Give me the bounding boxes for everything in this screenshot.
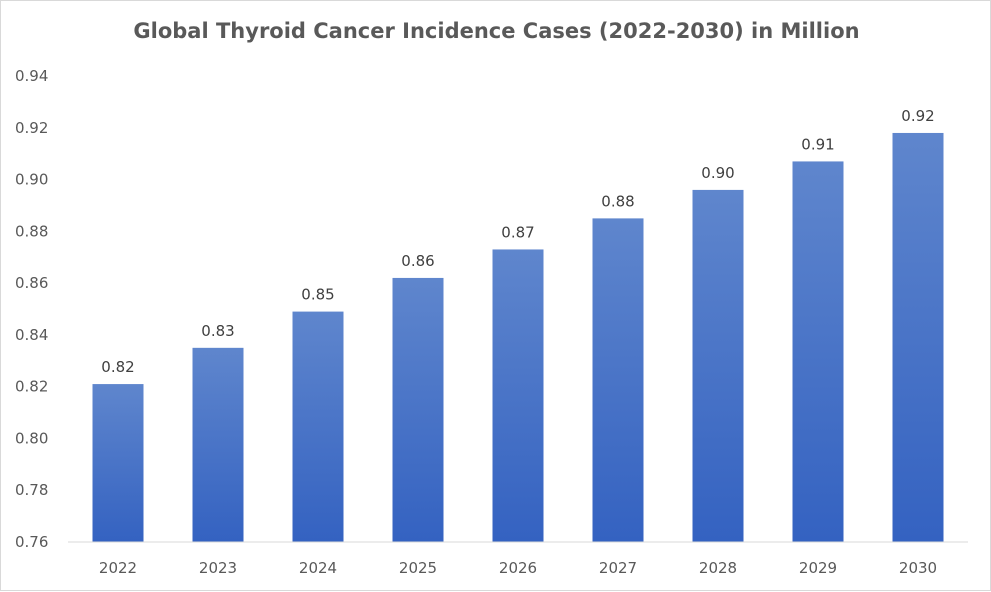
y-tick-label: 0.92 — [15, 119, 48, 137]
data-label-2025: 0.86 — [401, 252, 434, 270]
x-tick-label-2024: 2024 — [299, 559, 337, 577]
y-axis-labels: 0.76 0.78 0.80 0.82 0.84 0.86 0.88 0.90 0.92 0.94 — [15, 67, 48, 551]
bar-2028 — [692, 189, 744, 542]
data-label-2030: 0.92 — [901, 107, 934, 125]
data-label-2022: 0.82 — [101, 358, 134, 376]
y-tick-label: 0.76 — [15, 533, 48, 551]
x-tick-label-2030: 2030 — [899, 559, 937, 577]
bar-2023 — [192, 347, 244, 542]
y-tick-label: 0.84 — [15, 326, 48, 344]
x-tick-label-2028: 2028 — [699, 559, 737, 577]
y-tick-label: 0.94 — [15, 67, 48, 85]
data-label-2029: 0.91 — [801, 135, 834, 153]
y-tick-label: 0.80 — [15, 429, 48, 447]
x-tick-label-2025: 2025 — [399, 559, 437, 577]
bar-2024 — [292, 311, 344, 542]
bar-2027 — [592, 218, 644, 542]
y-tick-label: 0.82 — [15, 378, 48, 396]
x-tick-label-2023: 2023 — [199, 559, 237, 577]
bar-2025 — [392, 277, 444, 542]
data-label-2024: 0.85 — [301, 286, 334, 304]
bar-2026 — [492, 249, 544, 542]
y-tick-label: 0.78 — [15, 481, 48, 499]
bars — [92, 132, 944, 542]
bar-2022 — [92, 384, 144, 542]
chart-title: Global Thyroid Cancer Incidence Cases (2… — [133, 19, 860, 43]
x-tick-label-2027: 2027 — [599, 559, 637, 577]
bar-2029 — [792, 161, 844, 542]
x-tick-label-2029: 2029 — [799, 559, 837, 577]
x-axis-labels: 2022 2023 2024 2025 2026 2027 2028 2029 2030 — [99, 559, 937, 577]
y-tick-label: 0.90 — [15, 171, 48, 189]
y-tick-label: 0.88 — [15, 222, 48, 240]
x-tick-label-2026: 2026 — [499, 559, 537, 577]
data-label-2026: 0.87 — [501, 223, 534, 241]
data-label-2027: 0.88 — [601, 192, 634, 210]
x-tick-label-2022: 2022 — [99, 559, 137, 577]
data-labels: 0.82 0.83 0.85 0.86 0.87 0.88 0.90 0.91 0.92 — [101, 107, 934, 376]
data-label-2023: 0.83 — [201, 322, 234, 340]
y-tick-label: 0.86 — [15, 274, 48, 292]
bar-2030 — [892, 132, 944, 542]
data-label-2028: 0.90 — [701, 164, 734, 182]
